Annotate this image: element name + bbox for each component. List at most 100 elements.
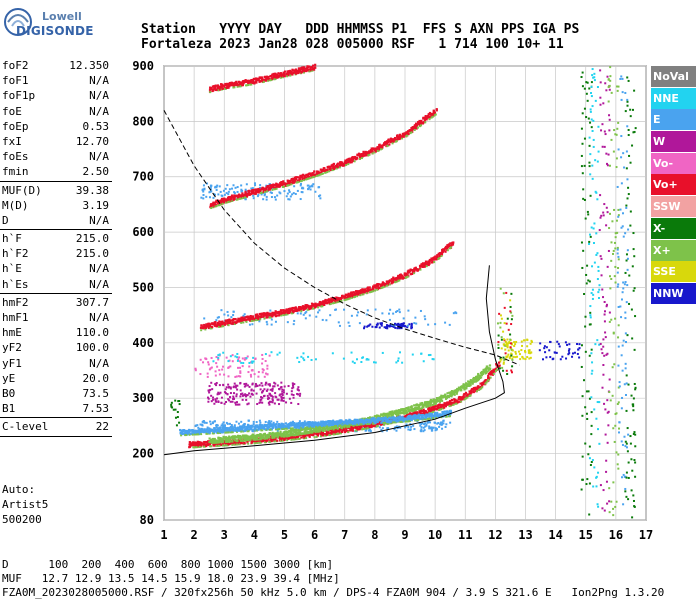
trace-dot-x xyxy=(404,412,407,415)
trace-dot xyxy=(270,439,273,443)
trace-dot xyxy=(431,413,434,416)
trace-dot-x xyxy=(254,442,257,445)
echo-dot xyxy=(237,366,240,369)
trace-dot xyxy=(196,440,199,444)
echo-dot xyxy=(174,416,177,419)
trace-dot xyxy=(470,388,474,391)
echo-dot xyxy=(431,427,434,430)
echo-dot xyxy=(538,349,541,352)
param-key: yF1 xyxy=(2,356,22,370)
spread-f-dot xyxy=(602,214,605,217)
trace-dot xyxy=(189,442,192,445)
echo-dot xyxy=(219,391,222,394)
echo-dot xyxy=(290,390,293,393)
trace-dot xyxy=(398,415,402,418)
spread-f-dot xyxy=(617,208,620,211)
echo-dot xyxy=(506,346,509,349)
trace-dot xyxy=(248,316,251,320)
spread-f-dot xyxy=(606,502,609,505)
echo-dot xyxy=(386,324,389,327)
spread-f-dot xyxy=(622,287,625,290)
trace-dot-x xyxy=(455,392,458,395)
echo-dot xyxy=(411,353,414,356)
trace-dot-x xyxy=(395,414,398,417)
trace-dot xyxy=(404,415,407,418)
echo-dot xyxy=(240,420,243,423)
echo-dot xyxy=(524,351,527,354)
trace-dot xyxy=(393,410,397,413)
trace-dot xyxy=(312,431,316,435)
trace-dot xyxy=(254,426,257,429)
trace-dot xyxy=(228,318,231,321)
trace-dot-x xyxy=(487,379,490,382)
param-key: B1 xyxy=(2,402,16,416)
echo-dot xyxy=(280,397,283,400)
trace-dot xyxy=(360,425,363,428)
trace-dot xyxy=(296,436,300,439)
trace-dot-x xyxy=(224,431,227,434)
trace-dot-x xyxy=(414,409,417,412)
trace-dot xyxy=(416,404,419,407)
trace-dot-x xyxy=(367,427,370,430)
echo-dot xyxy=(523,339,526,342)
echo-dot xyxy=(515,355,518,358)
trace-dot xyxy=(238,426,241,429)
spread-f-dot xyxy=(617,214,620,217)
trace-dot xyxy=(465,382,468,385)
station-header: Station YYYY DAY DDD HHMMSS P1 FFS S AXN… xyxy=(141,22,661,52)
echo-dot xyxy=(514,350,517,353)
spread-f-dot xyxy=(599,103,602,106)
trace-dot-x xyxy=(383,421,386,424)
trace-dot xyxy=(259,427,262,430)
trace-dot-x xyxy=(434,402,437,405)
trace-dot xyxy=(304,434,307,437)
spread-f-dot xyxy=(610,138,613,141)
trace-dot xyxy=(469,392,472,396)
spread-f-dot xyxy=(588,457,591,460)
echo-dot xyxy=(215,424,218,427)
trace-dot xyxy=(294,424,297,427)
echo-dot xyxy=(266,373,269,376)
echo-dot xyxy=(226,393,229,396)
trace-dot xyxy=(446,410,449,413)
param-row: foF2 12.350 xyxy=(0,58,112,73)
echo-dot xyxy=(410,322,413,325)
echo-dot xyxy=(212,196,215,199)
spread-f-dot xyxy=(610,259,613,262)
trace-dot xyxy=(485,379,488,382)
echo-dot xyxy=(258,186,261,189)
echo-dot xyxy=(249,373,252,376)
trace-dot xyxy=(250,441,253,444)
trace-dot xyxy=(327,428,330,431)
echo-dot xyxy=(396,323,399,326)
spread-f-dot xyxy=(597,265,600,268)
echo-dot xyxy=(401,325,404,328)
trace-dot xyxy=(221,320,224,323)
spread-f-dot xyxy=(632,405,635,408)
trace-dot-x xyxy=(326,425,329,428)
echo-dot xyxy=(227,190,230,193)
trace-dot xyxy=(206,441,209,444)
echo-dot xyxy=(269,183,272,186)
spread-f-dot xyxy=(632,131,635,134)
echo-dot xyxy=(510,343,513,346)
logo: Lowell DIGISONDE xyxy=(4,4,100,44)
trace-dot xyxy=(387,414,390,417)
echo-dot xyxy=(428,427,431,430)
echo-dot xyxy=(252,194,255,197)
trace-dot-x xyxy=(464,387,467,390)
trace-dot xyxy=(314,303,317,307)
spread-f-dot xyxy=(624,440,627,443)
spread-f-dot xyxy=(581,142,584,145)
trace-dot xyxy=(498,364,501,367)
trace-dot xyxy=(404,407,407,411)
trace-dot-x xyxy=(300,426,303,429)
trace-dot xyxy=(283,438,286,441)
spread-f-dot xyxy=(614,236,617,239)
trace-dot xyxy=(310,425,314,428)
trace-dot xyxy=(312,426,315,430)
param-key: D xyxy=(2,213,9,227)
trace-dot xyxy=(307,421,310,425)
echo-dot xyxy=(251,361,254,364)
trace-dot xyxy=(434,405,437,408)
